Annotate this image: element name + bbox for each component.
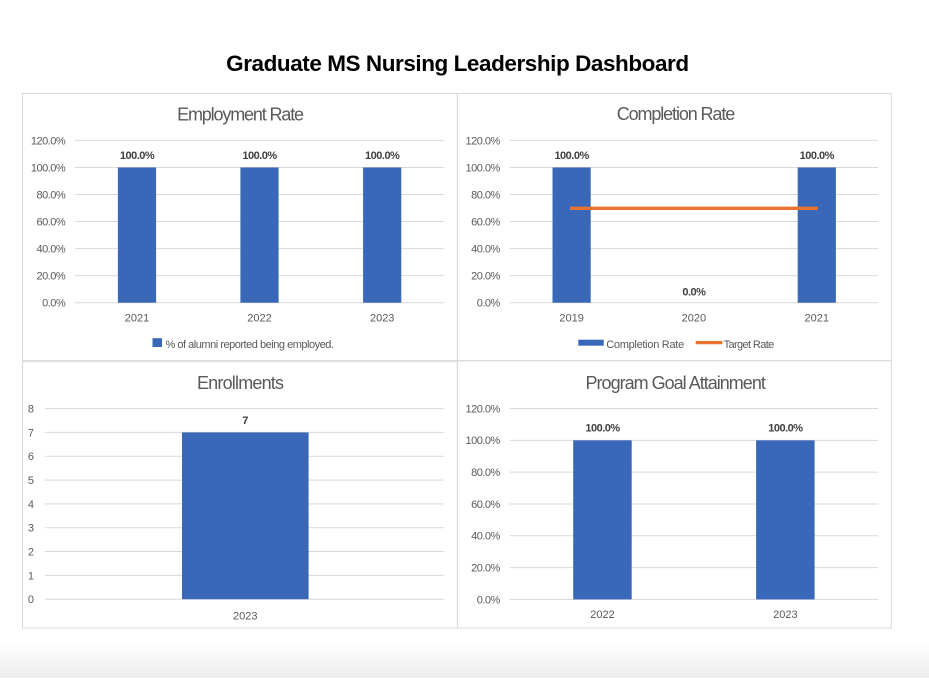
svg-text:60.0%: 60.0% (471, 499, 500, 511)
svg-text:100.0%: 100.0% (585, 423, 620, 435)
svg-text:Completion Rate: Completion Rate (617, 104, 736, 124)
svg-text:3: 3 (28, 523, 34, 535)
svg-text:0.0%: 0.0% (477, 594, 501, 606)
svg-text:2022: 2022 (590, 609, 614, 621)
svg-text:0.0%: 0.0% (42, 298, 66, 310)
svg-text:100.0%: 100.0% (768, 423, 803, 435)
svg-text:1: 1 (28, 570, 34, 582)
svg-text:0.0%: 0.0% (682, 287, 706, 299)
svg-text:2023: 2023 (370, 313, 394, 325)
svg-text:2019: 2019 (559, 313, 583, 325)
svg-text:120.0%: 120.0% (465, 135, 500, 147)
svg-text:40.0%: 40.0% (471, 244, 500, 256)
svg-text:4: 4 (28, 499, 34, 511)
svg-text:2023: 2023 (233, 611, 257, 623)
svg-text:7: 7 (28, 427, 34, 439)
svg-text:60.0%: 60.0% (36, 217, 65, 229)
svg-text:2023: 2023 (773, 609, 797, 621)
svg-text:40.0%: 40.0% (471, 531, 500, 543)
svg-text:100.0%: 100.0% (365, 150, 400, 162)
svg-text:0: 0 (28, 594, 34, 606)
svg-text:% of alumni reported being emp: % of alumni reported being employed. (166, 339, 334, 351)
svg-text:100.0%: 100.0% (120, 150, 155, 162)
svg-text:0.0%: 0.0% (477, 298, 501, 310)
svg-text:2020: 2020 (682, 313, 706, 325)
svg-text:Graduate MS Nursing Leadership: Graduate MS Nursing Leadership Dashboard (226, 51, 689, 76)
svg-text:Program Goal Attainment: Program Goal Attainment (586, 373, 766, 393)
svg-text:8: 8 (28, 404, 34, 416)
svg-text:7: 7 (242, 415, 248, 427)
svg-text:20.0%: 20.0% (471, 271, 500, 283)
svg-text:Enrollments: Enrollments (197, 373, 284, 393)
svg-text:80.0%: 80.0% (471, 467, 500, 479)
svg-text:40.0%: 40.0% (36, 244, 65, 256)
svg-text:80.0%: 80.0% (471, 189, 500, 201)
svg-text:6: 6 (28, 451, 34, 463)
svg-text:2022: 2022 (247, 313, 271, 325)
svg-text:100.0%: 100.0% (800, 150, 835, 162)
svg-text:100.0%: 100.0% (465, 435, 500, 447)
svg-text:120.0%: 120.0% (31, 135, 66, 147)
svg-text:100.0%: 100.0% (465, 162, 500, 174)
svg-text:100.0%: 100.0% (242, 150, 277, 162)
svg-text:2021: 2021 (125, 313, 149, 325)
svg-text:Completion Rate: Completion Rate (606, 339, 684, 351)
svg-text:2: 2 (28, 546, 34, 558)
svg-text:80.0%: 80.0% (36, 189, 65, 201)
svg-text:20.0%: 20.0% (471, 563, 500, 575)
svg-text:100.0%: 100.0% (31, 162, 66, 174)
svg-text:120.0%: 120.0% (465, 403, 500, 415)
svg-text:100.0%: 100.0% (554, 150, 589, 162)
svg-text:20.0%: 20.0% (36, 271, 65, 283)
svg-text:Employment Rate: Employment Rate (177, 104, 304, 124)
svg-text:60.0%: 60.0% (471, 217, 500, 229)
svg-text:5: 5 (28, 475, 34, 487)
svg-text:2021: 2021 (805, 313, 829, 325)
svg-text:Target Rate: Target Rate (724, 339, 775, 351)
